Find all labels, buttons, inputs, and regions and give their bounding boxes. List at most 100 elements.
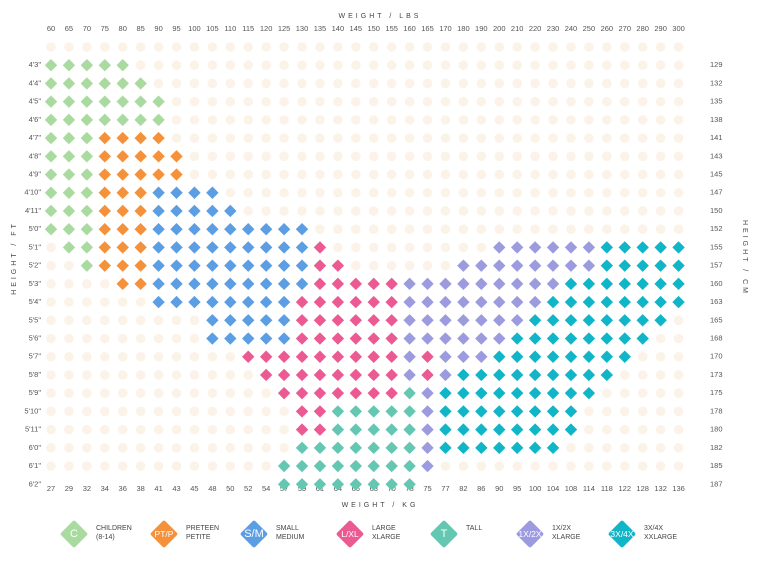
size-marker [349, 459, 363, 473]
size-marker [367, 405, 380, 418]
size-marker [170, 223, 183, 236]
grid-dot [261, 424, 271, 435]
size-marker [98, 95, 111, 108]
grid-dot [476, 42, 487, 52]
grid-dot [297, 78, 307, 89]
grid-dot [548, 42, 558, 52]
lbs-tick: 170 [439, 24, 452, 33]
grid-dot [243, 133, 254, 143]
size-marker [421, 314, 434, 327]
size-marker [493, 259, 506, 272]
grid-dot [315, 42, 325, 52]
grid-dot [261, 78, 271, 89]
grid-dot [440, 96, 451, 107]
grid-dot [673, 60, 684, 71]
grid-dot [530, 115, 540, 125]
grid-dot [64, 315, 74, 326]
grid-dot [458, 42, 469, 52]
size-marker [134, 95, 147, 108]
grid-dot [602, 60, 612, 71]
lbs-tick: 270 [619, 24, 632, 33]
grid-dot [279, 169, 289, 180]
size-marker [367, 350, 380, 363]
ft-tick: 5'5" [29, 315, 42, 324]
grid-dot [64, 351, 74, 362]
cm-tick: 152 [710, 224, 723, 233]
grid-dot [673, 206, 684, 216]
grid-dot [333, 133, 343, 143]
size-marker [259, 259, 273, 272]
size-marker [80, 95, 94, 108]
size-marker [636, 259, 649, 272]
size-marker [385, 423, 398, 436]
grid-dot [548, 461, 558, 471]
grid-dot [243, 370, 254, 380]
size-marker [528, 368, 542, 382]
kg-tick: 122 [619, 484, 632, 493]
size-marker [62, 241, 76, 254]
grid-dot [261, 96, 271, 107]
grid-dot [404, 224, 415, 234]
size-marker [600, 295, 614, 309]
cm-tick: 141 [710, 133, 723, 142]
grid-dot [584, 187, 594, 198]
lbs-tick: 260 [601, 24, 614, 33]
grid-dot [351, 169, 361, 180]
size-marker [331, 368, 345, 382]
grid-dot [619, 224, 630, 234]
grid-dot [135, 315, 146, 326]
grid-dot [440, 461, 451, 471]
grid-dot [261, 206, 271, 216]
legend-label: PRETEEN PETITE [186, 524, 219, 542]
cm-tick: 178 [710, 406, 723, 415]
grid-dot [619, 370, 630, 380]
size-marker [242, 259, 255, 272]
size-marker [385, 386, 398, 400]
grid-dot [171, 406, 182, 417]
grid-dot [458, 242, 469, 253]
grid-dot [82, 424, 92, 435]
grid-dot [566, 60, 576, 71]
size-marker [582, 368, 596, 382]
size-marker [242, 350, 255, 363]
grid-dot [315, 206, 325, 216]
size-marker [493, 405, 506, 418]
size-marker [385, 314, 398, 327]
cm-tick: 145 [710, 170, 723, 179]
size-marker [242, 332, 255, 345]
grid-dot [548, 206, 558, 216]
size-marker [44, 204, 58, 218]
size-marker [259, 295, 273, 309]
grid-dot [673, 333, 684, 344]
grid-dot [530, 224, 540, 234]
grid-dot [99, 406, 110, 417]
grid-dot [566, 151, 576, 162]
size-marker [528, 332, 542, 345]
grid-dot [207, 370, 218, 380]
size-marker [385, 478, 398, 491]
grid-dot [261, 443, 271, 453]
size-marker [242, 277, 255, 291]
cm-tick: 138 [710, 115, 723, 124]
grid-dot [655, 42, 666, 52]
grid-dot [422, 78, 433, 89]
size-marker [116, 95, 129, 108]
grid-dot [673, 224, 684, 234]
size-marker [439, 441, 452, 455]
grid-dot [404, 242, 415, 253]
lbs-tick: 90 [154, 24, 162, 33]
size-marker [564, 405, 578, 418]
size-marker [331, 386, 345, 400]
grid-dot [673, 315, 684, 326]
size-marker [528, 423, 542, 436]
grid-dot [637, 60, 648, 71]
grid-dot [368, 60, 379, 71]
lbs-tick: 290 [654, 24, 667, 33]
ft-tick: 6'1" [29, 461, 42, 470]
grid-dot [189, 333, 200, 344]
size-marker [331, 259, 345, 272]
grid-dot [386, 224, 397, 234]
grid-dot [404, 187, 415, 198]
grid-dot [207, 60, 218, 71]
